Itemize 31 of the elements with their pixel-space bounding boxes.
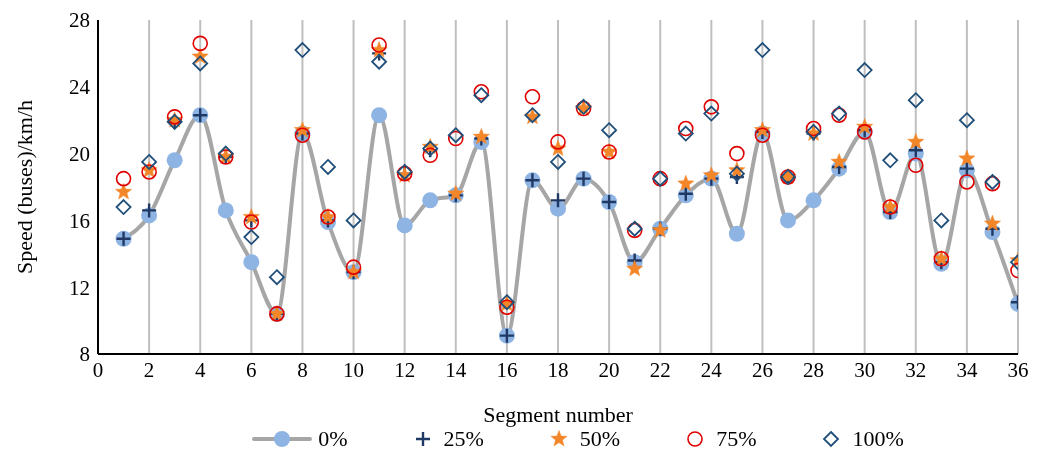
x-tick-label: 36 xyxy=(1007,357,1029,382)
x-tick-label: 32 xyxy=(905,357,927,382)
x-tick-label: 24 xyxy=(700,357,723,382)
x-tick-label: 34 xyxy=(956,357,978,382)
x-tick-label: 30 xyxy=(854,357,876,382)
y-tick-label: 20 xyxy=(69,142,90,167)
y-tick-label: 28 xyxy=(69,8,90,33)
x-tick-label: 2 xyxy=(143,357,155,382)
x-tick-label: 8 xyxy=(297,357,308,382)
x-tick-label: 18 xyxy=(547,357,569,382)
y-axis-title: Speed (buses)/km/h xyxy=(11,99,37,275)
x-tick-label: 6 xyxy=(246,357,257,382)
y-tick-label: 24 xyxy=(69,75,91,100)
legend-label: 50% xyxy=(579,426,621,452)
legend-label: 0% xyxy=(318,426,348,452)
x-tick-label: 22 xyxy=(649,357,671,382)
y-tick-label: 16 xyxy=(69,208,90,233)
y-tick-label: 12 xyxy=(69,275,90,300)
x-tick-label: 26 xyxy=(751,357,773,382)
x-tick-label: 28 xyxy=(803,357,825,382)
x-tick-label: 0 xyxy=(92,357,104,382)
legend-label: 75% xyxy=(716,426,757,452)
legend-label: 25% xyxy=(443,426,484,452)
legend-label: 100% xyxy=(852,426,904,452)
x-tick-label: 14 xyxy=(445,357,467,382)
x-tick-label: 12 xyxy=(394,357,416,382)
x-axis-title: Segment number xyxy=(483,402,634,427)
x-tick-label: 20 xyxy=(598,357,620,382)
x-tick-label: 4 xyxy=(194,357,206,382)
x-tick-label: 10 xyxy=(343,357,365,382)
x-tick-label: 16 xyxy=(496,357,518,382)
